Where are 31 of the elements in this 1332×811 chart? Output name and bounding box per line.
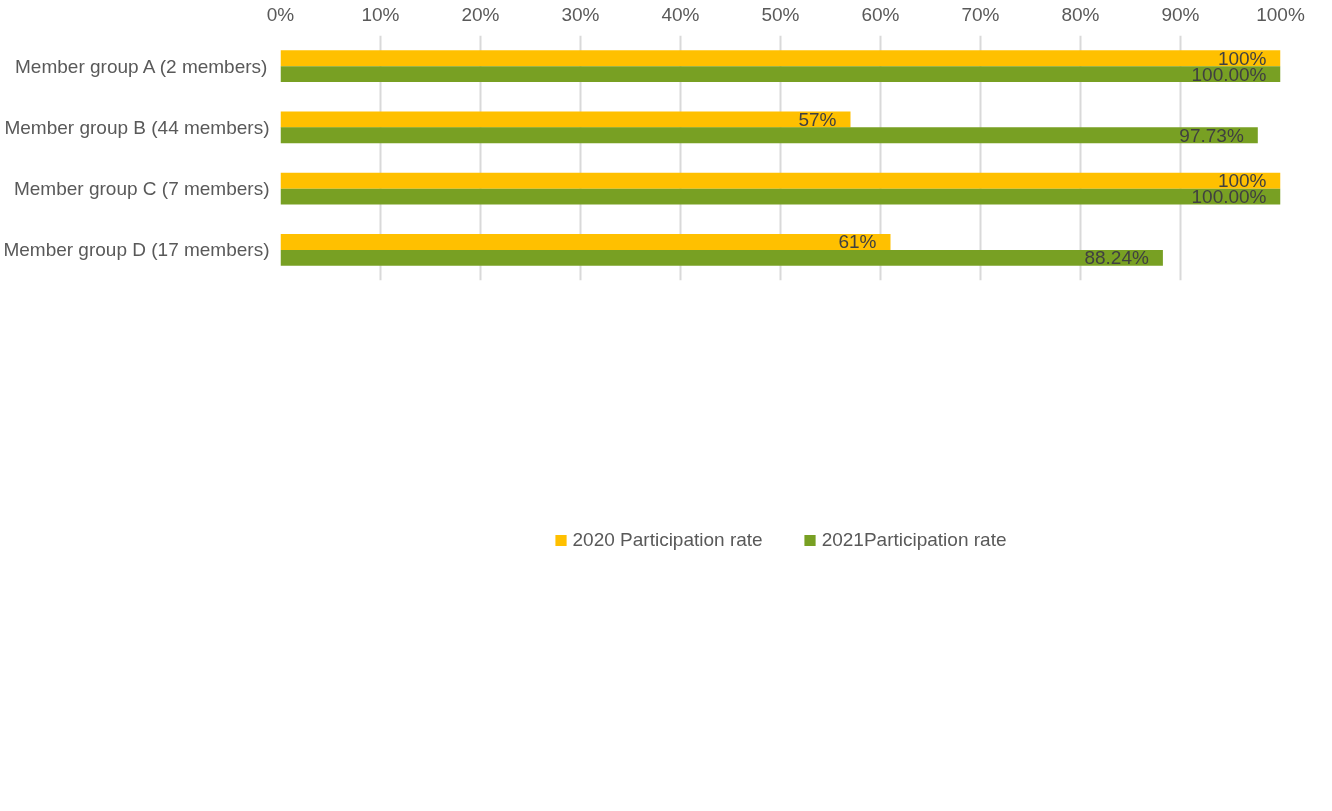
y-tick-label: Member group A (2 members)	[15, 55, 268, 77]
bar	[280, 66, 1281, 83]
data-label: 61%	[838, 231, 877, 253]
x-tick-label: 90%	[1161, 3, 1200, 25]
x-tick-label: 70%	[961, 3, 1000, 25]
bar	[280, 50, 1281, 67]
bar	[280, 233, 891, 250]
x-tick-label: 60%	[861, 3, 900, 25]
data-label: 57%	[798, 108, 837, 130]
bar	[280, 127, 1258, 144]
bar	[280, 188, 1281, 205]
x-tick-label: 0%	[266, 3, 295, 25]
y-tick-label: Member group D (17 members)	[3, 239, 270, 261]
data-label: 100.00%	[1191, 186, 1267, 208]
x-tick-label: 100%	[1256, 3, 1305, 25]
x-tick-label: 10%	[361, 3, 400, 25]
legend-label: 2020 Participation rate	[572, 529, 763, 551]
x-tick-label: 20%	[461, 3, 500, 25]
data-label: 97.73%	[1179, 124, 1244, 146]
bar	[280, 172, 1281, 189]
bar	[280, 249, 1163, 266]
x-tick-label: 80%	[1061, 3, 1100, 25]
y-tick-label: Member group C (7 members)	[13, 178, 270, 200]
y-tick-label: Member group B (44 members)	[4, 116, 270, 138]
bar	[280, 111, 851, 128]
legend-label: 2021Participation rate	[821, 529, 1007, 551]
x-tick-label: 50%	[761, 3, 800, 25]
data-label: 88.24%	[1084, 247, 1150, 269]
x-tick-label: 40%	[661, 3, 700, 25]
x-tick-label: 30%	[561, 3, 600, 25]
data-label: 100%	[1217, 47, 1267, 69]
